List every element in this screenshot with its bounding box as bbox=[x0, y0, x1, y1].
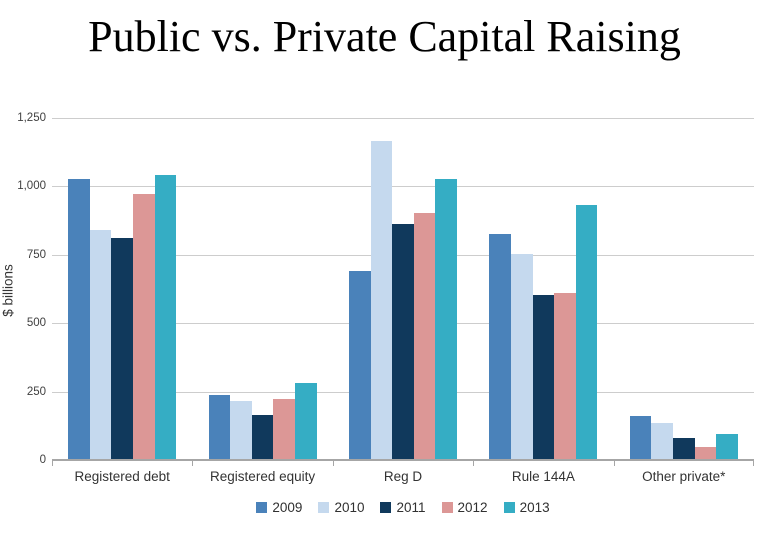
bar-2009 bbox=[349, 270, 371, 461]
x-axis-tick bbox=[753, 461, 754, 466]
legend-item: 2012 bbox=[441, 500, 488, 515]
y-tick-label: 1,000 bbox=[17, 180, 46, 193]
bar-2009 bbox=[208, 395, 231, 461]
bar-2012 bbox=[554, 292, 576, 461]
bar-2013 bbox=[575, 205, 598, 461]
bar-2009 bbox=[629, 415, 652, 461]
x-category-label: Reg D bbox=[383, 469, 423, 484]
x-category-label: Rule 144A bbox=[511, 469, 575, 484]
bar-2010 bbox=[230, 400, 252, 461]
legend-label: 2012 bbox=[457, 500, 488, 515]
bar-2012 bbox=[132, 194, 155, 461]
x-axis-tick bbox=[332, 461, 334, 466]
bar-2012 bbox=[273, 399, 295, 461]
bar-2010 bbox=[89, 229, 112, 461]
legend-swatch-2013 bbox=[503, 502, 515, 513]
gridline bbox=[52, 118, 754, 119]
bar-2011 bbox=[532, 295, 555, 461]
bar-2012 bbox=[694, 447, 717, 461]
legend: 2009 2010 2011 2012 2013 bbox=[52, 500, 754, 515]
x-category-label: Registered debt bbox=[74, 469, 170, 484]
y-tick-label: 1,250 bbox=[17, 112, 46, 124]
legend-label: 2013 bbox=[519, 500, 550, 515]
legend-swatch-2009 bbox=[256, 502, 268, 513]
bar-2011 bbox=[111, 238, 133, 461]
chart-title: Public vs. Private Capital Raising bbox=[88, 12, 681, 61]
bar-2009 bbox=[489, 233, 511, 461]
x-axis-tick bbox=[192, 461, 194, 466]
legend-item: 2013 bbox=[503, 500, 550, 515]
bar-2010 bbox=[511, 254, 533, 461]
bar-2013 bbox=[716, 433, 738, 461]
legend-item: 2009 bbox=[256, 500, 302, 515]
legend-swatch-2012 bbox=[441, 502, 453, 513]
plot-area bbox=[52, 118, 754, 466]
y-tick-label: 250 bbox=[26, 385, 46, 398]
bar-2010 bbox=[651, 422, 673, 461]
legend-label: 2010 bbox=[334, 500, 365, 515]
x-category-label: Other private* bbox=[642, 469, 726, 484]
y-tick-label: 750 bbox=[26, 248, 46, 261]
bar-2013 bbox=[294, 383, 317, 461]
legend-item: 2011 bbox=[380, 500, 426, 515]
legend-swatch-2010 bbox=[318, 502, 330, 513]
x-axis-line bbox=[52, 459, 754, 461]
x-axis-tick bbox=[473, 461, 475, 466]
bar-2010 bbox=[370, 140, 393, 461]
y-tick-label: 0 bbox=[39, 454, 46, 466]
legend-label: 2011 bbox=[396, 500, 426, 515]
x-category-label: Registered equity bbox=[210, 469, 316, 484]
bar-2011 bbox=[392, 224, 414, 461]
legend-swatch-2011 bbox=[380, 502, 392, 513]
y-tick-label: 500 bbox=[26, 317, 46, 330]
gridline bbox=[52, 186, 754, 188]
bar-2012 bbox=[413, 213, 436, 461]
bar-2011 bbox=[251, 414, 274, 461]
legend-item: 2010 bbox=[318, 500, 364, 515]
legend-label: 2009 bbox=[272, 500, 303, 515]
x-axis-tick bbox=[613, 461, 615, 466]
bar-2013 bbox=[154, 175, 177, 461]
bar-2011 bbox=[673, 437, 695, 461]
bar-2013 bbox=[435, 179, 457, 461]
bar-2009 bbox=[68, 179, 90, 461]
x-axis-tick bbox=[52, 461, 53, 466]
